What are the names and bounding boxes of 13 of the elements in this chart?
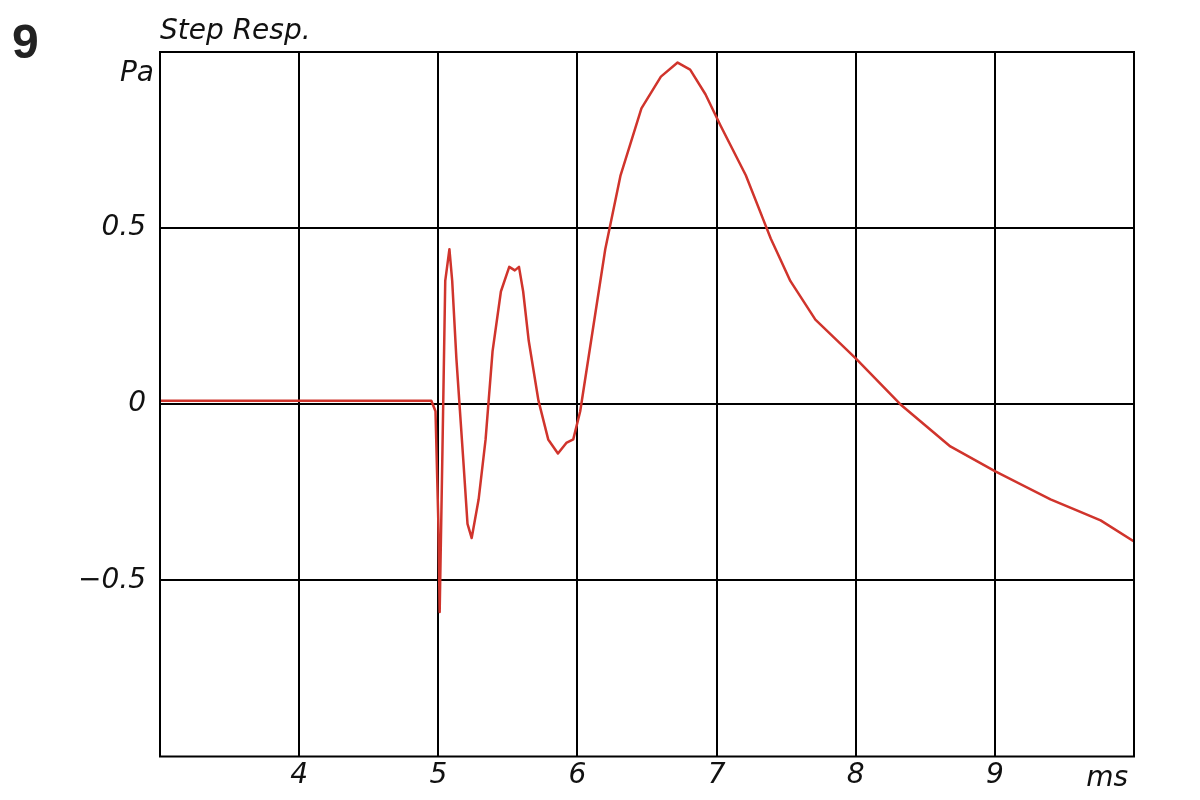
x-axis-title: ms [1086, 759, 1128, 793]
x-tick-label: 8 [846, 757, 865, 791]
chart-title: Step Resp. [160, 13, 311, 47]
x-tick-label: 9 [985, 757, 1004, 791]
x-tick-label: 6 [568, 757, 587, 791]
y-tick-label: 0 [128, 385, 146, 419]
y-tick-label: −0.5 [78, 561, 146, 595]
y-tick-label: 0.5 [101, 209, 146, 243]
text: 9 [12, 14, 39, 69]
x-tick-label: 7 [707, 757, 726, 791]
x-tick-label: 4 [290, 757, 309, 791]
y-axis-title: Pa [119, 55, 154, 89]
x-tick-label: 5 [429, 757, 448, 791]
